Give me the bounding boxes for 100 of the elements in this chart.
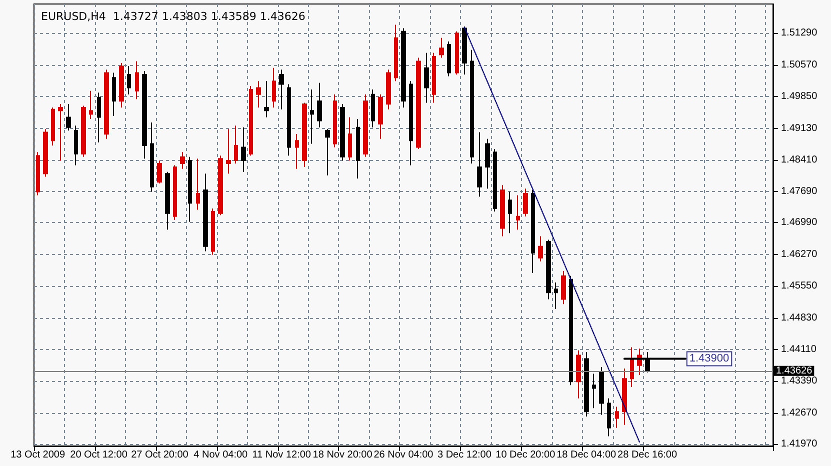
y-tick-label: 1.47690 bbox=[781, 186, 818, 198]
candlestick bbox=[310, 88, 314, 144]
candlestick bbox=[226, 128, 231, 174]
candlestick bbox=[51, 107, 55, 146]
candlestick bbox=[81, 105, 86, 158]
candlestick bbox=[546, 239, 551, 300]
candlestick bbox=[196, 158, 200, 210]
candlestick bbox=[135, 60, 139, 100]
x-tick-label: 27 Oct 20:00 bbox=[131, 450, 189, 460]
candlestick bbox=[272, 67, 276, 108]
candlestick bbox=[119, 62, 124, 108]
x-tick-label: 26 Nov 04:00 bbox=[374, 450, 434, 460]
candlestick bbox=[554, 282, 558, 310]
y-tick-label: 1.51290 bbox=[781, 28, 818, 39]
candlestick bbox=[340, 104, 345, 161]
candlestick bbox=[348, 116, 352, 161]
candlestick bbox=[523, 188, 528, 217]
candlestick bbox=[279, 69, 284, 110]
x-tick-label: 3 Dec 12:00 bbox=[437, 450, 492, 460]
candlestick bbox=[165, 171, 170, 230]
candlestick bbox=[455, 30, 459, 76]
candlestick bbox=[424, 52, 429, 104]
y-tick-label: 1.50570 bbox=[781, 59, 818, 70]
candlestick bbox=[508, 191, 512, 234]
candlestick bbox=[234, 125, 238, 164]
candlestick bbox=[218, 155, 223, 216]
candlestick bbox=[485, 138, 490, 190]
candlestick bbox=[416, 57, 421, 150]
candlestick bbox=[447, 40, 451, 77]
y-tick-label: 1.49130 bbox=[781, 122, 818, 134]
x-tick-label: 10 Dec 20:00 bbox=[496, 450, 556, 460]
text: EURUSD,H4 1.43727 1.43803 1.43589 1.43626 bbox=[41, 10, 306, 23]
candlestick bbox=[142, 70, 147, 160]
x-tick-label: 11 Nov 12:00 bbox=[252, 450, 312, 460]
y-tick-label: 1.45550 bbox=[781, 280, 818, 292]
candlestick bbox=[516, 194, 520, 230]
candlestick bbox=[371, 88, 375, 128]
x-tick-label: 13 Oct 2009 bbox=[10, 450, 66, 460]
candlestick bbox=[211, 208, 215, 256]
y-tick-label: 1.46990 bbox=[781, 217, 818, 228]
candlestick bbox=[576, 350, 581, 399]
y-tick-label: 1.44830 bbox=[781, 312, 818, 324]
candlestick bbox=[500, 184, 505, 237]
candlestick bbox=[394, 24, 398, 82]
candlestick bbox=[188, 156, 192, 222]
candlestick bbox=[607, 398, 611, 437]
candlestick bbox=[356, 118, 360, 180]
y-tick-label: 1.46270 bbox=[781, 248, 818, 260]
candlestick bbox=[112, 72, 116, 116]
candlestick bbox=[36, 152, 40, 196]
candlestick bbox=[630, 346, 634, 388]
candlestick bbox=[325, 128, 330, 176]
candlestick bbox=[302, 102, 307, 168]
candlestick bbox=[249, 85, 253, 156]
candlestick bbox=[439, 37, 444, 58]
candlestick bbox=[295, 134, 299, 170]
candlestick bbox=[287, 84, 291, 156]
y-tick-label: 1.44110 bbox=[781, 344, 817, 355]
ref-line-label: 1.43626 bbox=[776, 365, 813, 376]
candlestick bbox=[43, 128, 48, 178]
candlestick bbox=[615, 406, 619, 428]
candlestick bbox=[264, 80, 269, 118]
candlestick bbox=[58, 104, 63, 161]
candlestick bbox=[97, 92, 101, 143]
candlestick bbox=[378, 94, 383, 140]
candlestick bbox=[173, 164, 177, 220]
x-tick-label: 28 Dec 16:00 bbox=[618, 450, 678, 460]
x-tick-label: 4 Nov 04:00 bbox=[194, 450, 248, 460]
x-tick-label: 20 Oct 12:00 bbox=[70, 450, 128, 460]
candlestick bbox=[89, 90, 93, 120]
candlestick bbox=[409, 80, 413, 166]
y-tick-label: 1.49850 bbox=[781, 91, 818, 102]
candlestick bbox=[104, 69, 109, 140]
candlestick bbox=[401, 28, 406, 108]
x-tick-label: 18 Nov 20:00 bbox=[312, 450, 373, 460]
candlestick bbox=[386, 69, 391, 110]
candlestick bbox=[127, 66, 131, 95]
candlestick bbox=[256, 80, 261, 108]
candlestick bbox=[241, 126, 246, 172]
candlestick bbox=[599, 366, 604, 416]
x-tick-label: 18 Dec 04:00 bbox=[556, 450, 617, 460]
y-tick-label: 1.42670 bbox=[781, 407, 818, 418]
candlestick bbox=[333, 94, 337, 148]
candlestick bbox=[538, 236, 543, 262]
candlestick bbox=[477, 132, 482, 198]
candlestick bbox=[203, 173, 208, 252]
candlestick bbox=[432, 52, 436, 104]
candlestick bbox=[561, 270, 566, 305]
candlestick bbox=[157, 160, 162, 184]
candlestick bbox=[180, 152, 185, 170]
candlestick bbox=[622, 368, 627, 426]
data-label: 1.43900 bbox=[689, 352, 730, 365]
candlestick bbox=[493, 148, 497, 212]
candlestick bbox=[531, 189, 535, 274]
y-tick-label: 1.41970 bbox=[781, 438, 818, 450]
candlestick bbox=[74, 125, 78, 166]
candlestick bbox=[592, 373, 596, 409]
candlestick bbox=[470, 49, 474, 164]
candlestick bbox=[569, 275, 573, 386]
candlestick bbox=[150, 122, 154, 192]
